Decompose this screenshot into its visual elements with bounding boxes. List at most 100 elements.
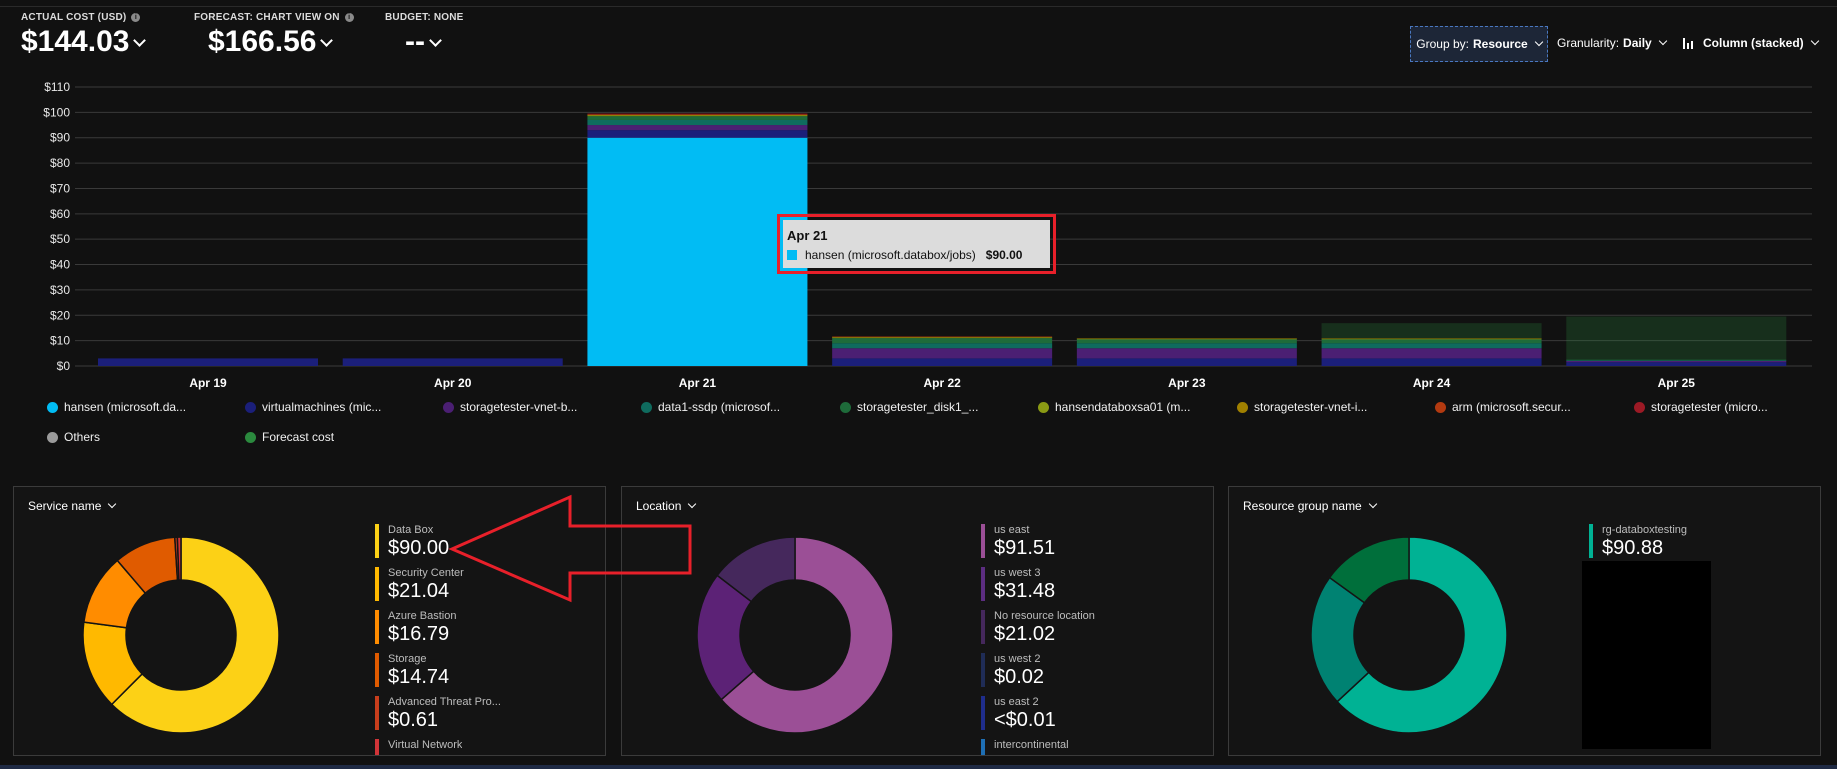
donut-slice[interactable] [1328, 536, 1410, 604]
bar-segment[interactable] [1076, 338, 1297, 340]
bar-segment[interactable] [1321, 339, 1542, 344]
bar-segment[interactable] [587, 137, 808, 366]
location-item[interactable]: No resource location $21.02 [981, 610, 1095, 645]
budget-metric[interactable]: BUDGET: NONE -- [385, 12, 464, 59]
resource-group-donut-chart[interactable] [1299, 525, 1519, 745]
legend-item[interactable]: data1-ssdp (microsof... [641, 400, 780, 414]
service-item[interactable]: Storage $14.74 [375, 653, 449, 688]
location-item[interactable]: intercontinental [981, 739, 1069, 755]
y-tick-label: $100 [43, 105, 70, 119]
forecast-value: $166.56 [208, 25, 317, 58]
bar-segment[interactable] [1321, 338, 1542, 340]
chart-type-value: Column (stacked) [1703, 36, 1804, 50]
legend-dot [641, 401, 652, 413]
bar-segment[interactable] [1321, 358, 1542, 366]
bar-segment[interactable] [342, 358, 563, 366]
donut-slice[interactable] [720, 536, 894, 734]
legend-item[interactable]: hansendataboxsa01 (m... [1038, 400, 1190, 414]
legend-item[interactable]: Others [47, 430, 100, 444]
chevron-down-icon [688, 499, 697, 509]
resource-group-item[interactable]: rg-databoxtesting $90.88 [1589, 524, 1687, 559]
bar-segment[interactable] [1566, 360, 1787, 361]
bar-segment[interactable] [587, 114, 808, 116]
resource-group-panel: Resource group name rg-databoxtesting $90… [1228, 486, 1821, 756]
legend-item[interactable]: arm (microsoft.secur... [1435, 400, 1571, 414]
service-item[interactable]: Advanced Threat Pro... $0.61 [375, 696, 501, 731]
bar-segment[interactable] [587, 113, 808, 115]
bar-segment[interactable] [832, 336, 1053, 338]
actual-cost-metric[interactable]: ACTUAL COST (USD) i $144.03 [21, 12, 147, 59]
info-icon[interactable]: i [131, 13, 141, 22]
legend-item[interactable]: storagetester_disk1_... [840, 400, 978, 414]
legend-dot [443, 401, 454, 413]
bar-segment[interactable] [1566, 362, 1787, 366]
location-item[interactable]: us west 2 $0.02 [981, 653, 1044, 688]
bar-segment[interactable] [1076, 358, 1297, 366]
legend-label: hansen (microsoft.da... [64, 400, 187, 414]
group-by-dropdown[interactable]: Group by: Resource [1410, 26, 1548, 62]
bar-segment[interactable] [1076, 348, 1297, 359]
budget-label: BUDGET: NONE [385, 12, 464, 23]
bar-segment[interactable] [1566, 359, 1787, 361]
x-tick-label: Apr 20 [434, 376, 472, 390]
service-item[interactable]: Security Center $21.04 [375, 567, 464, 602]
y-tick-label: $40 [50, 258, 70, 272]
bar-segment[interactable] [832, 337, 1053, 339]
location-item[interactable]: us east $91.51 [981, 524, 1055, 559]
forecast-bar-segment[interactable] [1566, 316, 1787, 360]
legend-dot [1435, 401, 1446, 413]
bar-segment[interactable] [98, 358, 318, 366]
forecast-metric[interactable]: FORECAST: CHART VIEW ON i $166.56 [194, 12, 354, 59]
bar-segment[interactable] [587, 115, 808, 117]
legend-item[interactable]: storagetester-vnet-i... [1237, 400, 1367, 414]
budget-value: -- [405, 25, 425, 58]
legend-item[interactable]: storagetester-vnet-b... [443, 400, 577, 414]
bar-segment[interactable] [587, 125, 808, 131]
bar-segment[interactable] [832, 343, 1053, 349]
bar-segment[interactable] [1321, 338, 1542, 339]
bar-segment[interactable] [832, 338, 1053, 344]
actual-cost-label: ACTUAL COST (USD) [21, 12, 127, 23]
location-item[interactable]: us west 3 $31.48 [981, 567, 1055, 602]
legend-item[interactable]: Forecast cost [245, 430, 334, 444]
bar-segment[interactable] [832, 337, 1053, 338]
bar-segment[interactable] [587, 114, 808, 115]
legend-item[interactable]: storagetester (micro... [1634, 400, 1768, 414]
y-tick-label: $110 [44, 80, 70, 94]
bar-segment[interactable] [587, 119, 808, 126]
panel-title: Service name [28, 499, 102, 513]
service-donut-chart[interactable] [71, 525, 291, 745]
bar-segment[interactable] [1076, 339, 1297, 344]
granularity-dropdown[interactable]: Granularity: Daily [1557, 26, 1667, 60]
service-name-dropdown[interactable]: Service name [28, 499, 117, 513]
chart-type-dropdown[interactable]: Column (stacked) [1683, 26, 1819, 60]
bar-segment[interactable] [1321, 343, 1542, 349]
service-item[interactable]: Data Box $90.00 [375, 524, 449, 559]
donut-slice[interactable] [1336, 536, 1508, 734]
location-panel: Location us east $91.51 us west 3 $31.48 N… [621, 486, 1214, 756]
cost-chart[interactable]: $0 $10 $20 $30 $40 $50 $60 $70 $80 $90 $100 $110 Apr… [0, 0, 1837, 400]
location-item[interactable]: us east 2 <$0.01 [981, 696, 1056, 731]
info-icon[interactable]: i [344, 13, 354, 22]
bar-segment[interactable] [1076, 343, 1297, 349]
forecast-bar-segment[interactable] [1321, 323, 1542, 339]
service-item[interactable]: Virtual Network [375, 739, 462, 755]
tooltip-swatch [787, 250, 797, 260]
resource-group-dropdown[interactable]: Resource group name [1243, 499, 1377, 513]
donut-slice[interactable] [716, 536, 796, 603]
bar-segment[interactable] [832, 358, 1053, 366]
donut-slice[interactable] [176, 536, 182, 581]
legend-item[interactable]: hansen (microsoft.da... [47, 400, 186, 414]
bar-segment[interactable] [1076, 338, 1297, 339]
location-donut-chart[interactable] [685, 525, 905, 745]
location-dropdown[interactable]: Location [636, 499, 697, 513]
service-item[interactable]: Azure Bastion $16.79 [375, 610, 456, 645]
donut-slice[interactable] [110, 536, 280, 734]
bar-segment[interactable] [587, 116, 808, 120]
bar-segment[interactable] [1566, 360, 1787, 363]
legend-label: storagetester_disk1_... [857, 400, 979, 414]
bar-segment[interactable] [832, 348, 1053, 359]
bar-segment[interactable] [1321, 348, 1542, 359]
bar-segment[interactable] [587, 130, 808, 138]
legend-item[interactable]: virtualmachines (mic... [245, 400, 381, 414]
